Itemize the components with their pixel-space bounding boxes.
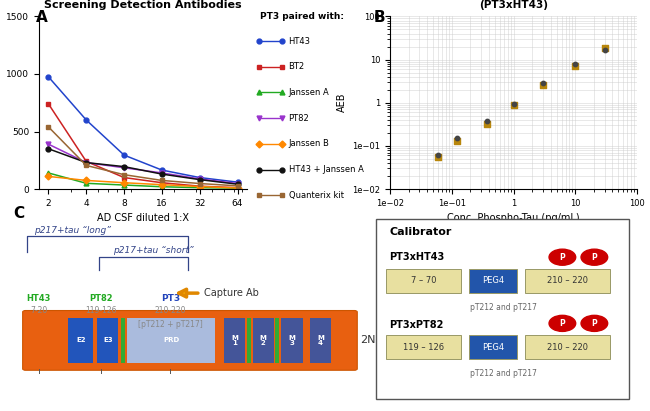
Text: HT43: HT43: [27, 293, 51, 302]
Text: 119-126: 119-126: [85, 306, 116, 315]
Point: [433, 154, 443, 160]
FancyBboxPatch shape: [376, 219, 629, 399]
FancyBboxPatch shape: [469, 335, 517, 359]
Text: PEG4: PEG4: [482, 342, 504, 351]
Text: 7-20: 7-20: [30, 306, 47, 315]
Text: Calibrator: Calibrator: [389, 227, 452, 237]
Point: [482, 118, 492, 124]
Point: [508, 102, 519, 109]
Text: C: C: [13, 206, 24, 220]
FancyBboxPatch shape: [68, 318, 94, 363]
Text: Janssen B: Janssen B: [289, 139, 330, 148]
Point: [482, 120, 492, 127]
Title: Screening Detection Antibodies: Screening Detection Antibodies: [44, 0, 242, 10]
Text: M
4: M 4: [317, 335, 324, 346]
X-axis label: AD CSF diluted 1:X: AD CSF diluted 1:X: [97, 213, 189, 223]
Text: E3: E3: [103, 337, 112, 343]
Text: P: P: [592, 253, 597, 262]
Text: 210 – 220: 210 – 220: [547, 342, 588, 351]
Text: pT212 and pT217: pT212 and pT217: [471, 302, 537, 312]
Point: [538, 81, 548, 88]
Title: Final assay sensitivity
(PT3xHT43): Final assay sensitivity (PT3xHT43): [448, 0, 578, 10]
Text: Capture Ab: Capture Ab: [204, 288, 259, 298]
Text: Janssen A: Janssen A: [289, 88, 330, 97]
Y-axis label: Signal / Noise: Signal / Noise: [0, 69, 1, 136]
Text: E2: E2: [76, 337, 86, 343]
Ellipse shape: [581, 315, 608, 331]
Text: HT43: HT43: [289, 37, 311, 46]
Text: P: P: [592, 319, 597, 328]
Text: Quanterix kit: Quanterix kit: [289, 191, 344, 200]
Point: [570, 62, 580, 69]
Text: 210-220: 210-220: [155, 306, 186, 315]
Text: 7 – 70: 7 – 70: [411, 276, 437, 285]
Text: M
2: M 2: [260, 335, 266, 346]
Text: PRD: PRD: [163, 337, 179, 343]
Text: P: P: [560, 253, 566, 262]
FancyBboxPatch shape: [97, 318, 118, 363]
FancyBboxPatch shape: [23, 311, 358, 370]
Text: 210 – 220: 210 – 220: [547, 276, 588, 285]
FancyBboxPatch shape: [281, 318, 303, 363]
Text: PT3 paired with:: PT3 paired with:: [260, 12, 344, 21]
FancyBboxPatch shape: [127, 318, 215, 363]
Text: B: B: [374, 10, 385, 25]
Text: [pT212 + pT217]: [pT212 + pT217]: [138, 320, 203, 328]
Text: p217+tau “short”: p217+tau “short”: [113, 246, 194, 255]
FancyBboxPatch shape: [275, 318, 279, 363]
Text: HT43 + Janssen A: HT43 + Janssen A: [289, 165, 363, 174]
FancyBboxPatch shape: [224, 318, 246, 363]
Text: p217+tau “long”: p217+tau “long”: [34, 226, 111, 235]
Text: M
1: M 1: [231, 335, 238, 346]
Text: A: A: [36, 10, 47, 25]
Point: [452, 138, 462, 144]
Text: BT2: BT2: [289, 62, 305, 71]
Text: 119 – 126: 119 – 126: [403, 342, 445, 351]
Ellipse shape: [581, 249, 608, 265]
Text: PEG4: PEG4: [482, 276, 504, 285]
Text: PT3xPT82: PT3xPT82: [389, 320, 443, 330]
Point: [433, 152, 443, 158]
X-axis label: Conc. Phospho-Tau (pg/mL): Conc. Phospho-Tau (pg/mL): [447, 213, 580, 223]
Point: [570, 60, 580, 67]
Point: [508, 100, 519, 107]
FancyBboxPatch shape: [310, 318, 332, 363]
Text: PT82: PT82: [89, 293, 112, 302]
FancyBboxPatch shape: [387, 268, 461, 293]
FancyBboxPatch shape: [469, 268, 517, 293]
Text: PT3: PT3: [161, 293, 180, 302]
Point: [452, 135, 462, 142]
Text: PT3xHT43: PT3xHT43: [389, 252, 445, 261]
FancyBboxPatch shape: [525, 335, 610, 359]
Text: M
3: M 3: [289, 335, 295, 346]
Ellipse shape: [549, 249, 576, 265]
FancyBboxPatch shape: [122, 318, 125, 363]
Text: PT82: PT82: [289, 114, 309, 122]
FancyBboxPatch shape: [387, 335, 461, 359]
Ellipse shape: [549, 315, 576, 331]
FancyBboxPatch shape: [525, 268, 610, 293]
FancyBboxPatch shape: [253, 318, 274, 363]
Point: [599, 45, 610, 51]
Text: P: P: [560, 319, 566, 328]
Point: [599, 46, 610, 53]
Point: [538, 80, 548, 86]
Text: pT212 and pT217: pT212 and pT217: [471, 369, 537, 378]
Y-axis label: AEB: AEB: [337, 93, 346, 113]
Text: 2N4R: 2N4R: [360, 335, 390, 345]
FancyBboxPatch shape: [247, 318, 251, 363]
